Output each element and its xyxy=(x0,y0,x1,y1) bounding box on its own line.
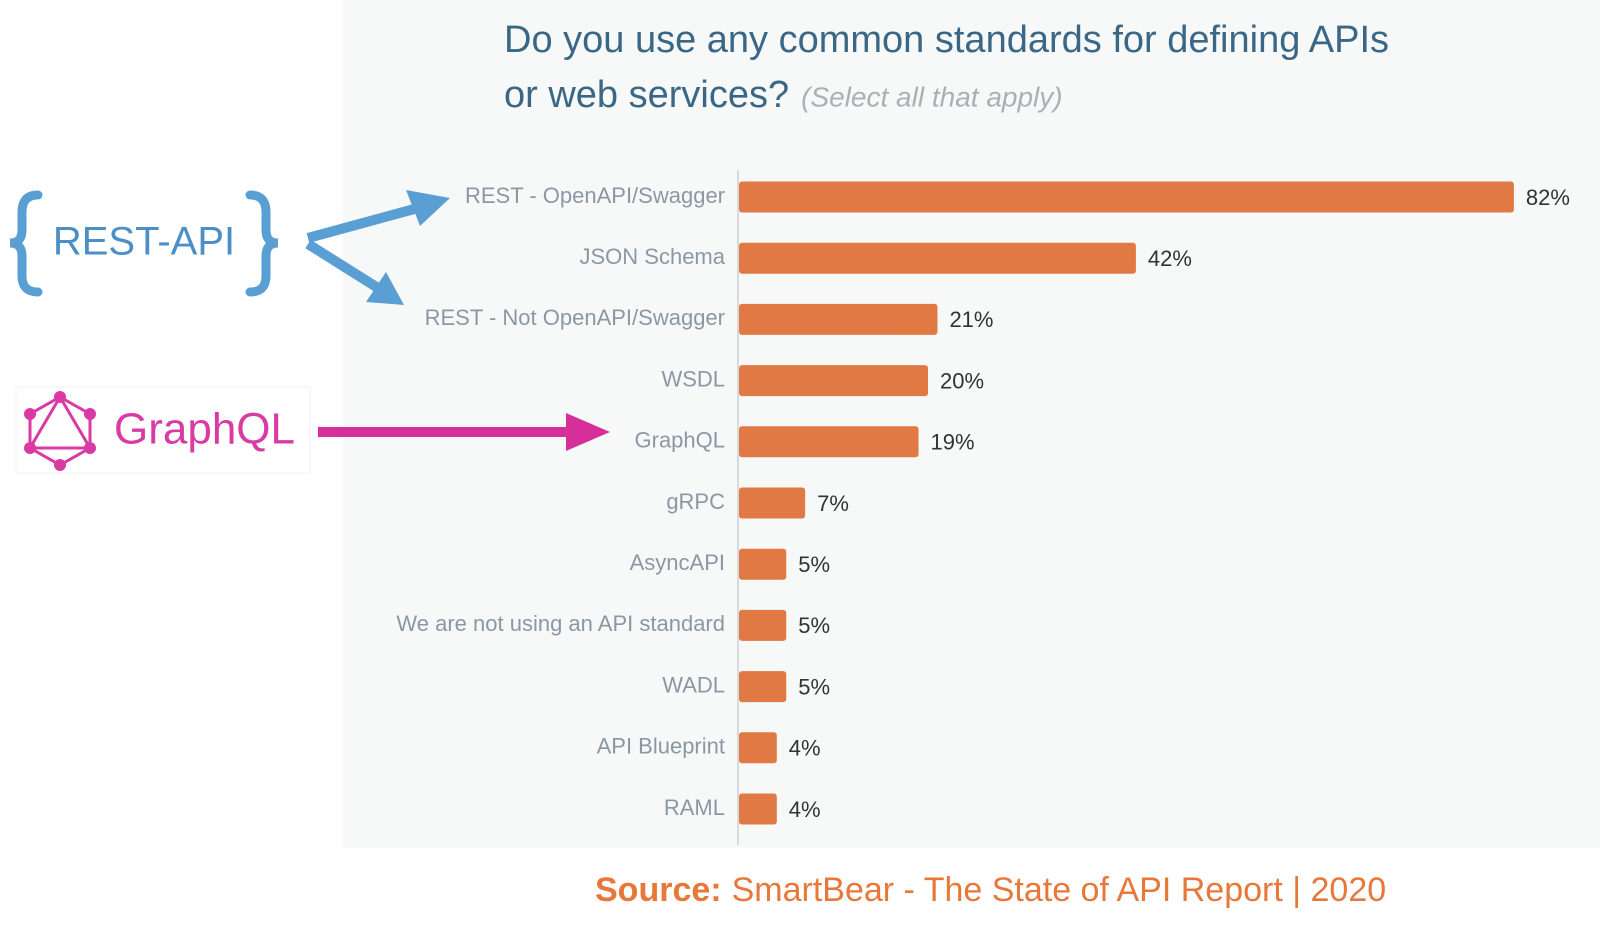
category-label: JSON Schema xyxy=(580,244,726,269)
category-label: WADL xyxy=(662,672,725,697)
value-label: 19% xyxy=(931,430,975,455)
value-label: 5% xyxy=(798,552,830,577)
bar xyxy=(739,487,806,519)
value-label: 42% xyxy=(1148,246,1192,271)
value-label: 7% xyxy=(817,491,849,516)
graphql-logo xyxy=(24,391,96,471)
value-label: 82% xyxy=(1526,185,1570,210)
bar xyxy=(739,548,787,580)
chart-panel xyxy=(343,0,1600,848)
source-text: SmartBear - The State of API Report | 20… xyxy=(732,871,1387,909)
rest-api-label: REST-API xyxy=(53,220,235,264)
category-label: API Blueprint xyxy=(597,734,725,759)
value-label: 4% xyxy=(789,797,821,822)
graphql-label: GraphQL xyxy=(114,405,295,454)
bar xyxy=(739,242,1136,274)
bar xyxy=(739,181,1514,213)
value-label: 21% xyxy=(949,307,993,332)
source-label: Source: xyxy=(595,871,722,909)
category-label: REST - OpenAPI/Swagger xyxy=(465,183,725,208)
bar xyxy=(739,793,777,825)
graphql-arrow xyxy=(318,413,610,451)
category-label: WSDL xyxy=(661,366,725,391)
bar xyxy=(739,671,787,703)
value-label: 20% xyxy=(940,368,984,393)
chart-title: or web services? xyxy=(504,74,789,116)
category-label: gRPC xyxy=(666,489,725,514)
value-label: 5% xyxy=(798,613,830,638)
category-label: GraphQL xyxy=(635,428,726,453)
chart-subtitle: (Select all that apply) xyxy=(801,81,1062,112)
bar xyxy=(739,732,777,764)
rest-api-logo xyxy=(9,190,279,297)
bar xyxy=(739,365,928,397)
bar xyxy=(739,609,787,641)
value-label: 5% xyxy=(798,674,830,699)
chart-title: Do you use any common standards for defi… xyxy=(504,19,1389,61)
category-label: We are not using an API standard xyxy=(396,611,725,636)
graphql-logo-box xyxy=(15,386,311,474)
bar xyxy=(739,426,919,458)
category-label: REST - Not OpenAPI/Swagger xyxy=(425,305,725,330)
rest-arrows xyxy=(305,190,450,305)
category-label: RAML xyxy=(664,795,725,820)
value-label: 4% xyxy=(789,736,821,761)
category-label: AsyncAPI xyxy=(630,550,725,575)
bar xyxy=(739,303,938,335)
